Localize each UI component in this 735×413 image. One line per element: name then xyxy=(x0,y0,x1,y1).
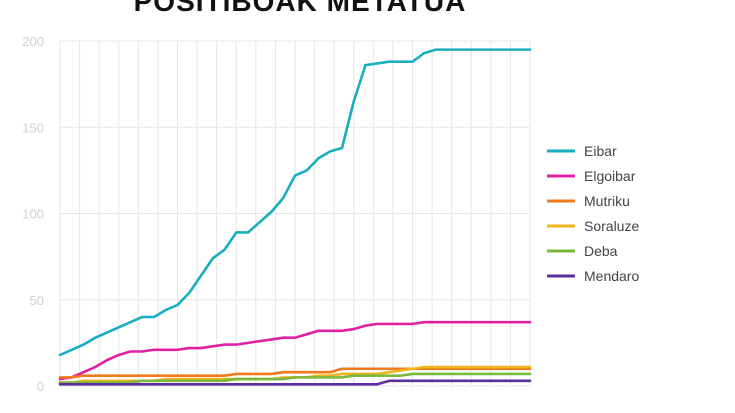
y-axis: 0 50 100 150 200 xyxy=(22,34,44,394)
chart-title: POSITIBOAK METATUA xyxy=(133,0,467,17)
y-tick-label: 150 xyxy=(22,120,44,135)
legend-label-deba: Deba xyxy=(584,243,618,259)
legend-label-mendaro: Mendaro xyxy=(584,268,639,284)
series-lines xyxy=(58,48,532,386)
legend-label-elgoibar: Elgoibar xyxy=(584,168,636,184)
y-tick-label: 0 xyxy=(37,379,44,394)
series-line-elgoibar xyxy=(58,320,532,381)
series-line-eibar xyxy=(58,48,532,357)
legend-label-mutriku: Mutriku xyxy=(584,193,630,209)
y-tick-label: 50 xyxy=(30,293,44,308)
y-tick-label: 200 xyxy=(22,34,44,49)
grid xyxy=(59,40,531,387)
legend: Eibar Elgoibar Mutriku Soraluze Deba Mendaro xyxy=(547,143,639,284)
series-line-mendaro xyxy=(58,379,532,386)
y-tick-label: 100 xyxy=(22,207,44,222)
legend-label-soraluze: Soraluze xyxy=(584,218,639,234)
series-line-mutriku xyxy=(58,367,532,379)
legend-label-eibar: Eibar xyxy=(584,143,617,159)
series-line-deba xyxy=(58,372,532,384)
